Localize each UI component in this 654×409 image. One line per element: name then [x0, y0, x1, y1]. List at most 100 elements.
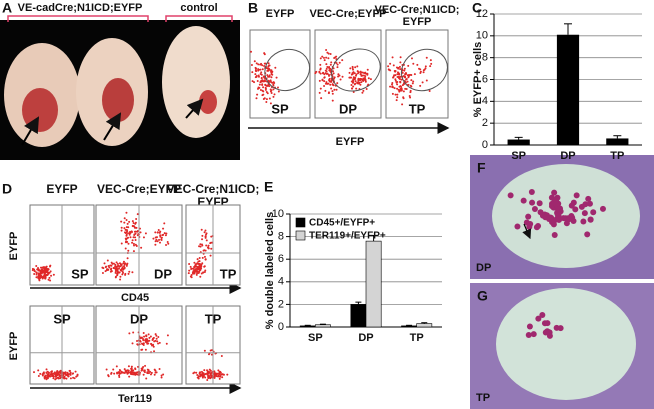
cell-dot	[277, 90, 280, 93]
cell-dot	[204, 235, 207, 238]
axis-label: % EYFP+ cells	[472, 42, 484, 118]
cell-dot	[52, 375, 55, 378]
cell-dot	[118, 265, 121, 268]
cell-dot	[262, 98, 265, 101]
blood-cell	[553, 197, 560, 204]
cell-dot	[405, 77, 408, 80]
cell-dot	[199, 371, 202, 374]
cell-dot	[160, 376, 163, 379]
cell-dot	[323, 59, 326, 62]
cell-dot	[348, 71, 351, 74]
cell-dot	[132, 331, 135, 334]
cell-dot	[425, 56, 428, 59]
cell-dot	[125, 211, 128, 214]
cell-dot	[338, 61, 341, 64]
cell-dot	[264, 84, 267, 87]
cell-dot	[193, 261, 196, 264]
cell-dot	[155, 334, 158, 337]
cell-dot	[396, 83, 399, 86]
cell-dot	[190, 274, 193, 277]
cell-dot	[40, 272, 43, 275]
cell-dot	[424, 65, 427, 68]
cell-dot	[402, 90, 405, 93]
cell-dot	[143, 370, 146, 373]
gate-label: TP	[220, 266, 237, 281]
cell-dot	[154, 240, 157, 243]
cell-dot	[123, 368, 126, 371]
cell-dot	[261, 79, 264, 82]
blood-cell	[556, 216, 563, 223]
cell-dot	[57, 371, 60, 374]
cell-dot	[154, 231, 157, 234]
cell-dot	[132, 250, 135, 253]
cell-dot	[263, 52, 266, 55]
cell-dot	[332, 70, 335, 73]
image-label: DP	[476, 262, 491, 274]
cell-dot	[270, 69, 273, 72]
cell-dot	[319, 72, 322, 75]
cell-dot	[193, 265, 196, 268]
cell-dot	[165, 232, 168, 235]
cell-dot	[351, 80, 354, 83]
cell-dot	[35, 265, 38, 268]
cell-dot	[391, 86, 394, 89]
cell-dot	[45, 265, 48, 268]
cell-dot	[207, 353, 210, 356]
cell-dot	[207, 244, 210, 247]
cell-dot	[350, 76, 353, 79]
cell-dot	[351, 65, 354, 68]
cell-dot	[121, 273, 124, 276]
cell-dot	[392, 75, 395, 78]
cell-dot	[66, 371, 69, 374]
cell-dot	[276, 86, 279, 89]
cell-dot	[361, 91, 364, 94]
cell-dot	[116, 273, 119, 276]
cell-dot	[199, 243, 202, 246]
cell-dot	[41, 374, 44, 377]
axis-label: EYFP	[8, 232, 20, 261]
cell-dot	[133, 226, 136, 229]
cell-dot	[155, 371, 158, 374]
cell-dot	[190, 276, 193, 279]
cell-dot	[198, 257, 201, 260]
x-tick-label: TP	[610, 150, 624, 162]
cell-dot	[204, 376, 207, 379]
cell-dot	[37, 375, 40, 378]
cell-dot	[125, 231, 128, 234]
cell-dot	[251, 71, 254, 74]
cell-dot	[321, 79, 324, 82]
cell-dot	[260, 71, 263, 74]
cell-dot	[330, 87, 333, 90]
cell-dot	[210, 353, 213, 356]
cell-dot	[104, 266, 107, 269]
y-tick-label: 0	[278, 321, 284, 333]
cell-dot	[33, 272, 36, 275]
cell-dot	[55, 371, 58, 374]
cell-dot	[198, 264, 201, 267]
cell-dot	[196, 265, 199, 268]
cell-dot	[339, 78, 342, 81]
cell-dot	[58, 374, 61, 377]
cell-dot	[360, 74, 363, 77]
blood-cell	[586, 200, 593, 207]
cell-dot	[147, 369, 150, 372]
cell-dot	[325, 81, 328, 84]
cell-dot	[109, 268, 112, 271]
cell-dot	[216, 372, 219, 375]
cell-dot	[135, 226, 138, 229]
cell-dot	[120, 371, 123, 374]
cell-dot	[118, 372, 121, 375]
y-tick-label: 8	[278, 231, 284, 243]
legend-swatch	[295, 230, 306, 241]
cell-dot	[63, 377, 66, 380]
cell-dot	[135, 218, 138, 221]
cell-dot	[396, 73, 399, 76]
cell-dot	[140, 246, 143, 249]
cell-dot	[43, 270, 46, 273]
cell-dot	[218, 377, 221, 380]
cell-dot	[272, 88, 275, 91]
cell-dot	[354, 82, 357, 85]
cell-dot	[400, 85, 403, 88]
cell-dot	[419, 71, 422, 74]
cell-dot	[127, 371, 130, 374]
